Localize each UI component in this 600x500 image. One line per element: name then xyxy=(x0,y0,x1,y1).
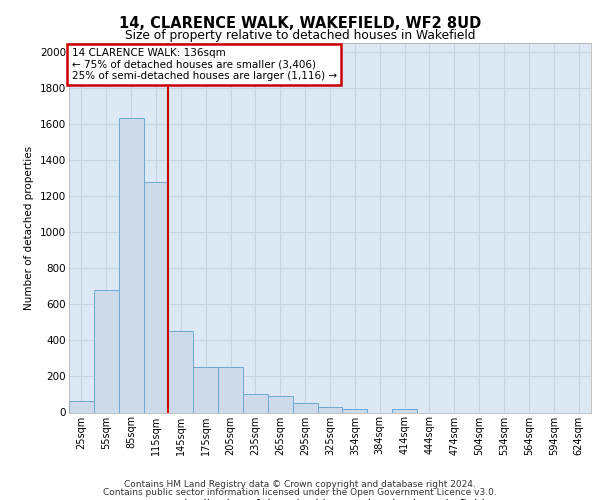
Text: 14 CLARENCE WALK: 136sqm
← 75% of detached houses are smaller (3,406)
25% of sem: 14 CLARENCE WALK: 136sqm ← 75% of detach… xyxy=(71,48,337,81)
Bar xyxy=(94,290,119,412)
Bar xyxy=(169,332,193,412)
X-axis label: Distribution of detached houses by size in Wakefield: Distribution of detached houses by size … xyxy=(175,499,485,500)
Bar xyxy=(193,368,218,412)
Text: 14, CLARENCE WALK, WAKEFIELD, WF2 8UD: 14, CLARENCE WALK, WAKEFIELD, WF2 8UD xyxy=(119,16,481,31)
Bar xyxy=(392,409,417,412)
Text: Contains public sector information licensed under the Open Government Licence v3: Contains public sector information licen… xyxy=(103,488,497,497)
Bar xyxy=(343,409,367,412)
Bar xyxy=(317,407,343,412)
Bar xyxy=(243,394,268,412)
Text: Contains HM Land Registry data © Crown copyright and database right 2024.: Contains HM Land Registry data © Crown c… xyxy=(124,480,476,489)
Y-axis label: Number of detached properties: Number of detached properties xyxy=(25,146,34,310)
Bar xyxy=(218,368,243,412)
Bar xyxy=(293,404,317,412)
Text: Size of property relative to detached houses in Wakefield: Size of property relative to detached ho… xyxy=(125,29,475,42)
Bar xyxy=(268,396,293,412)
Bar xyxy=(143,182,169,412)
Bar xyxy=(69,401,94,412)
Bar xyxy=(119,118,143,412)
